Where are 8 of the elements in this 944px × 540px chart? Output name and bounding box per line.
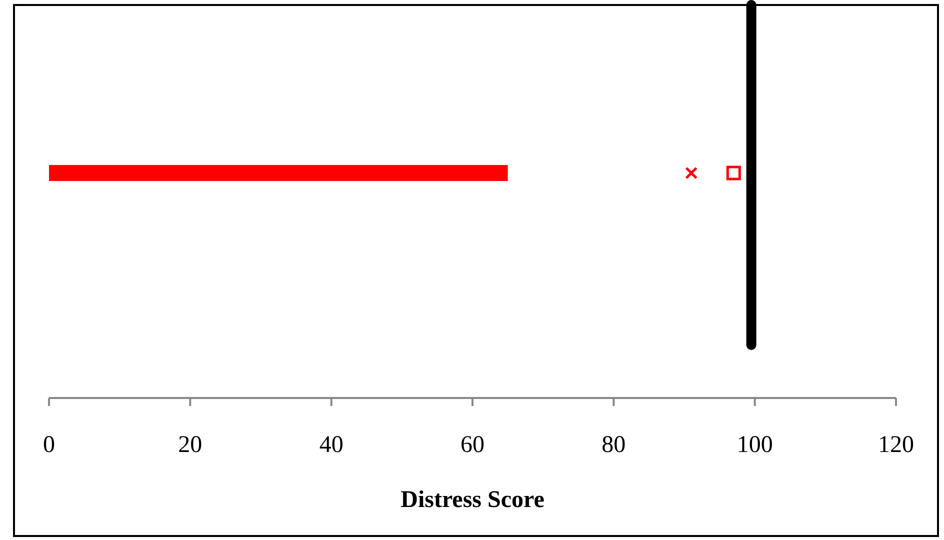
x-tick-label: 120 (878, 432, 914, 458)
x-tick-label: 100 (736, 432, 773, 458)
x-tick-label: 60 (460, 432, 484, 458)
x-tick-label: 80 (602, 432, 626, 458)
x-tick-label: 40 (319, 432, 344, 458)
x-axis-title: Distress Score (400, 487, 545, 513)
x-tick-label: 20 (178, 432, 202, 458)
x-tick-label: 0 (43, 432, 55, 458)
